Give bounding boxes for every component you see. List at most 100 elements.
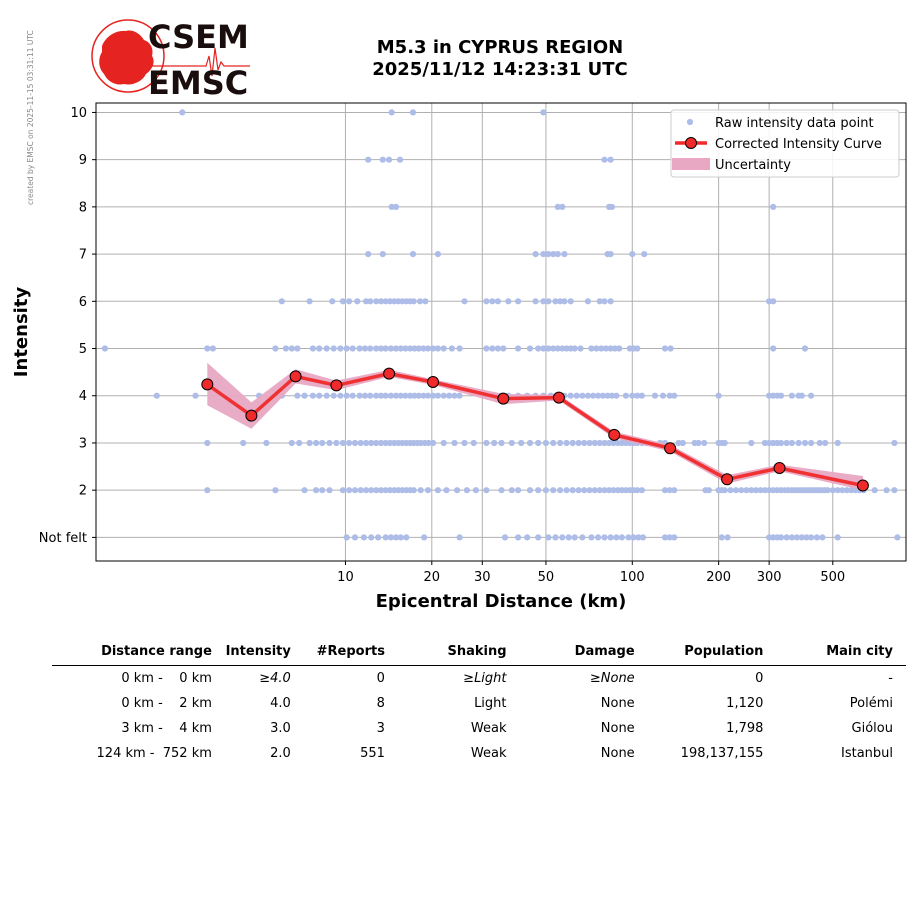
raw-data-point (834, 487, 841, 494)
raw-data-point (440, 392, 447, 399)
raw-data-point (801, 439, 809, 447)
raw-data-point (409, 109, 417, 116)
raw-data-point (599, 392, 607, 399)
table-cell-shaking: Weak (470, 746, 507, 761)
table-row: 0 km - 2 km 4.0 8 Light None 1,120 Polémi (52, 691, 906, 716)
table-cell-intensity: 2.0 (270, 746, 291, 761)
raw-data-point (434, 392, 441, 399)
raw-data-point (666, 392, 673, 399)
raw-data-point (608, 392, 616, 399)
raw-data-point (542, 487, 550, 494)
raw-data-point (559, 534, 566, 541)
raw-data-point (705, 487, 713, 494)
raw-data-point (559, 345, 566, 352)
raw-data-point (843, 487, 851, 494)
raw-data-point (604, 392, 611, 399)
raw-data-point (596, 487, 603, 494)
raw-data-point (326, 487, 333, 494)
raw-data-point (718, 534, 725, 541)
raw-data-point (721, 487, 728, 494)
raw-data-point (294, 345, 301, 352)
raw-data-point (588, 534, 595, 541)
raw-data-point (417, 487, 424, 494)
y-tick-label: 5 (79, 342, 87, 357)
raw-data-point (808, 534, 815, 541)
table-cell-shaking: ≥Light (463, 671, 507, 686)
raw-data-point (382, 487, 389, 494)
raw-data-point (561, 251, 568, 258)
y-tick-label: 3 (79, 436, 87, 451)
raw-data-point (421, 534, 428, 541)
raw-data-point (356, 345, 363, 352)
raw-data-point (822, 439, 829, 447)
curve-marker (201, 378, 214, 391)
raw-data-point (788, 392, 796, 399)
raw-data-point (616, 345, 623, 352)
table-cell-city: - (888, 671, 893, 686)
raw-data-point (563, 487, 570, 494)
table-cell-population: 1,798 (726, 721, 764, 736)
raw-data-point (361, 345, 369, 352)
raw-data-point (625, 534, 632, 541)
raw-data-point (679, 439, 686, 447)
raw-data-point (535, 439, 542, 447)
raw-data-point (629, 251, 636, 258)
raw-data-point (515, 534, 522, 541)
raw-data-point (777, 392, 785, 399)
curve-marker (773, 462, 786, 474)
raw-data-point (715, 392, 722, 399)
x-tick-label: 50 (538, 570, 555, 585)
raw-data-point (581, 439, 588, 447)
raw-data-point (581, 487, 588, 494)
raw-data-point (343, 345, 350, 352)
raw-data-point (343, 392, 350, 399)
raw-data-point (386, 156, 393, 163)
curve-marker (383, 367, 396, 380)
raw-data-point (639, 534, 647, 541)
raw-data-point (351, 487, 359, 494)
raw-data-point (569, 487, 576, 494)
raw-data-point (377, 392, 385, 399)
raw-data-point (770, 345, 777, 352)
raw-data-point (667, 345, 674, 352)
raw-data-point (409, 251, 417, 258)
raw-data-point (316, 345, 323, 352)
raw-data-point (382, 392, 389, 399)
raw-data-point (360, 534, 367, 541)
logo-text-bottom: EMSC (148, 64, 248, 100)
raw-data-point (557, 298, 564, 305)
raw-data-point (272, 487, 279, 494)
raw-data-point (571, 534, 578, 541)
raw-data-point (532, 251, 539, 258)
raw-data-point (456, 345, 463, 352)
raw-data-point (323, 345, 330, 352)
raw-data-point (377, 487, 385, 494)
raw-data-point (540, 251, 547, 258)
raw-data-point (397, 392, 404, 399)
raw-data-point (611, 345, 619, 352)
logo-globe-icon (91, 19, 165, 93)
raw-data-point (803, 534, 810, 541)
raw-data-point (788, 534, 796, 541)
y-tick-label: 8 (79, 200, 87, 215)
table-cell-reports: 0 (376, 671, 385, 686)
raw-data-point (456, 392, 463, 399)
raw-data-point (501, 534, 509, 541)
raw-data-point (192, 392, 199, 399)
raw-data-point (550, 345, 557, 352)
raw-data-point (629, 392, 636, 399)
raw-data-point (461, 439, 468, 447)
raw-data-point (695, 439, 702, 447)
raw-data-point (532, 298, 539, 305)
raw-data-point (634, 345, 641, 352)
curve-marker (497, 392, 510, 405)
raw-data-point (565, 534, 572, 541)
raw-data-point (415, 392, 422, 399)
legend-entry-label: Uncertainty (715, 158, 791, 173)
raw-data-point (301, 392, 308, 399)
table-cell-range: 0 km - 2 km (121, 696, 212, 711)
raw-data-point (554, 203, 561, 210)
raw-data-point (557, 439, 564, 447)
raw-data-point (382, 439, 389, 447)
raw-data-point (816, 439, 823, 447)
